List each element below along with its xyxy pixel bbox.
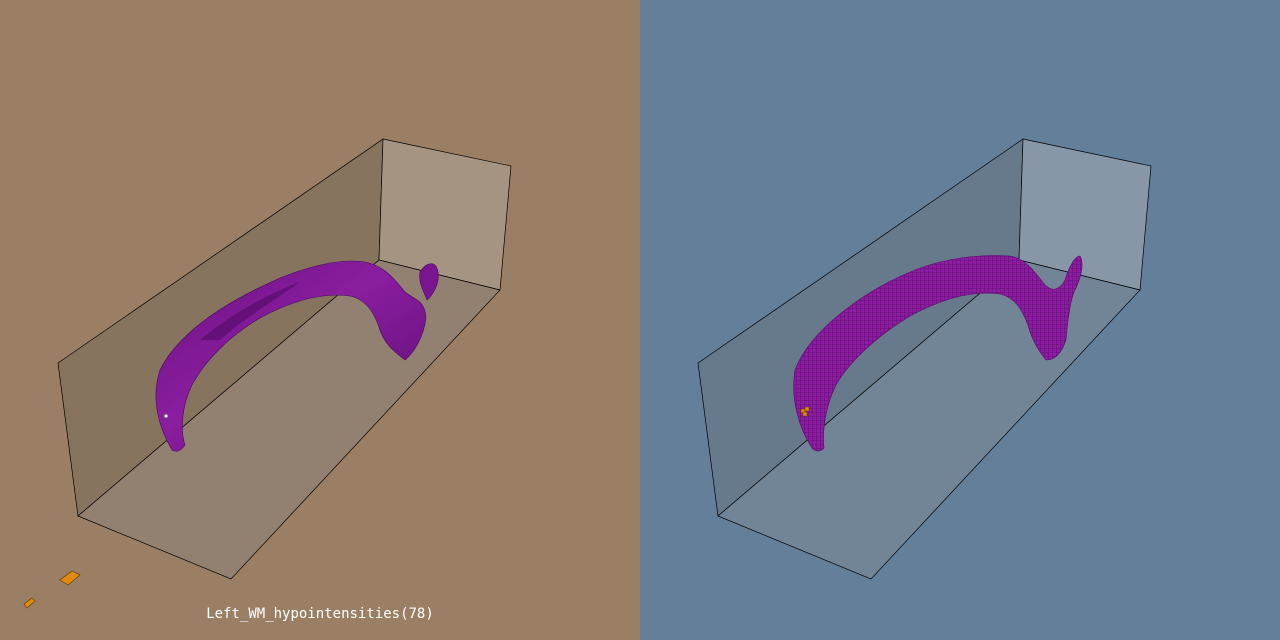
orientation-marker-small xyxy=(23,597,36,609)
wm-hypointensity-voxels[interactable] xyxy=(793,255,1083,452)
surface-scene xyxy=(0,0,640,640)
orientation-marker xyxy=(23,570,81,609)
surface-highlight-dot xyxy=(164,414,168,418)
structure-label: Left_WM_hypointensities(78) xyxy=(206,606,434,622)
surface-shadow xyxy=(200,282,300,340)
voxel-scene xyxy=(640,0,1280,640)
voxel-highlight xyxy=(800,406,810,417)
orientation-marker-large xyxy=(59,570,81,586)
voxel-main-body xyxy=(793,255,1083,452)
wm-hypointensity-surface[interactable] xyxy=(155,260,439,452)
surface-fragment xyxy=(419,263,439,301)
left-3d-viewport[interactable]: Left_WM_hypointensities(78) xyxy=(0,0,640,640)
right-3d-viewport[interactable] xyxy=(640,0,1280,640)
surface-main-body xyxy=(155,260,427,452)
